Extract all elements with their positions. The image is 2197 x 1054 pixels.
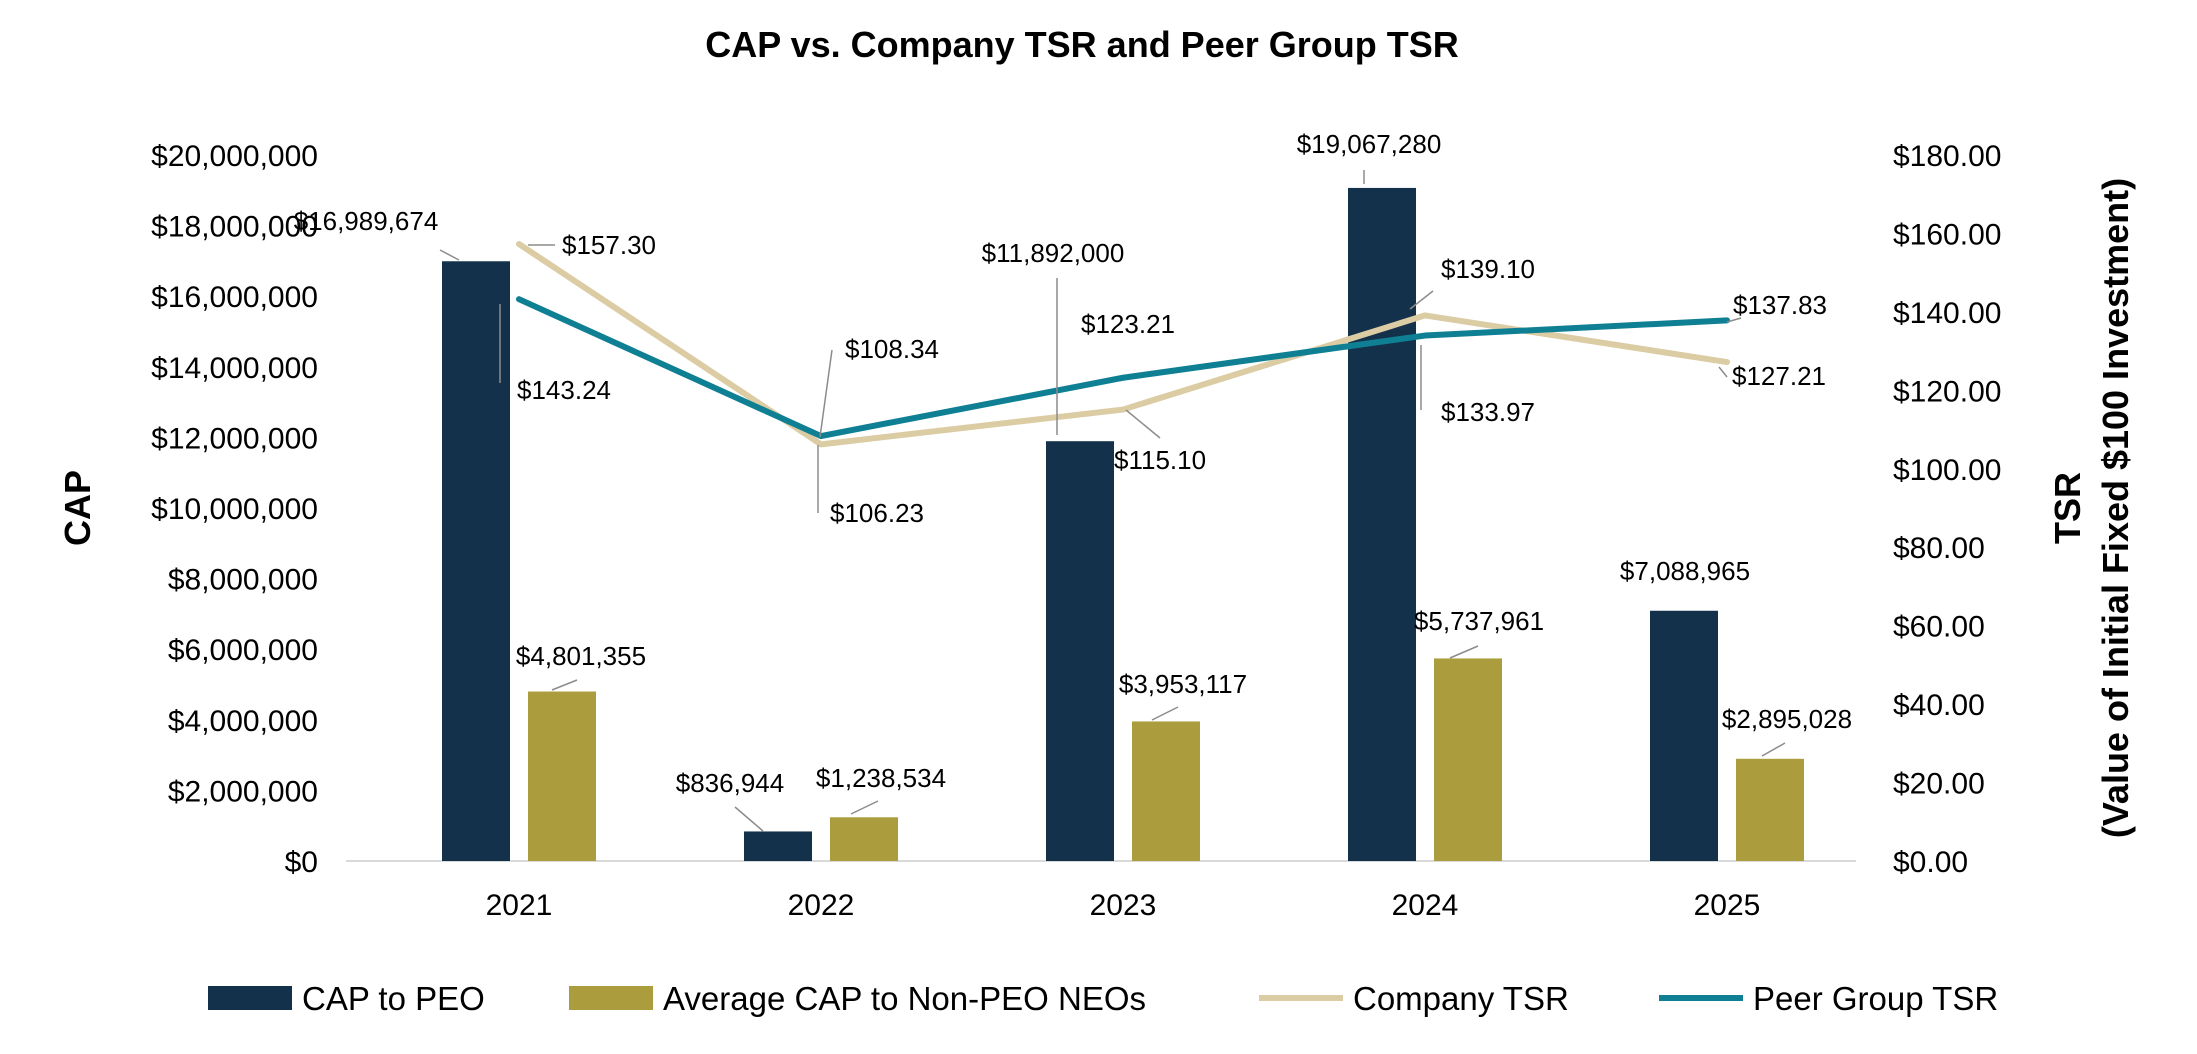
data-label-company-tsr: $106.23: [830, 498, 924, 528]
leader-line: [1718, 366, 1728, 378]
bar-cap-to-peo: [1348, 187, 1416, 861]
left-tick-label: $8,000,000: [168, 564, 318, 597]
leader-line: [1761, 742, 1786, 757]
category-labels: 2021 2022 2023 2024 2025: [486, 889, 1761, 922]
bar-avg-cap-non-peo: [1736, 758, 1804, 861]
legend-label: Company TSR: [1353, 980, 1569, 1017]
left-tick-label: $18,000,000: [151, 211, 318, 244]
right-tick-label: $60.00: [1893, 611, 1985, 644]
leader-line: [1449, 645, 1479, 659]
right-tick-label: $20.00: [1893, 768, 1985, 801]
bar-avg-cap-non-peo: [1434, 658, 1502, 861]
right-axis-title-line1: TSR: [2047, 472, 2088, 544]
left-tick-label: $16,000,000: [151, 281, 318, 314]
data-label-avg-cap-non-peo: $5,737,961: [1414, 606, 1544, 636]
chart-title: CAP vs. Company TSR and Peer Group TSR: [705, 24, 1459, 65]
left-tick-label: $10,000,000: [151, 493, 318, 526]
data-label-peer-group-tsr: $108.34: [845, 334, 939, 364]
data-label-avg-cap-non-peo: $1,238,534: [816, 763, 946, 793]
data-label-cap-to-peo: $19,067,280: [1297, 129, 1442, 159]
right-axis-ticks: $0.00 $20.00 $40.00 $60.00 $80.00 $100.00 $120…: [1893, 140, 2001, 879]
category-label: 2025: [1694, 889, 1761, 922]
right-tick-label: $100.00: [1893, 454, 2001, 487]
data-label-peer-group-tsr: $133.97: [1441, 397, 1535, 427]
right-axis-title-line2: (Value of Initial Fixed $100 Investment): [2095, 178, 2136, 838]
left-tick-label: $20,000,000: [151, 140, 318, 173]
bar-cap-to-peo: [744, 831, 812, 861]
right-tick-label: $160.00: [1893, 218, 2001, 251]
leader-line: [439, 249, 460, 261]
legend-swatch: [208, 986, 292, 1010]
data-label-company-tsr: $157.30: [562, 230, 656, 260]
legend-label: Average CAP to Non-PEO NEOs: [663, 980, 1146, 1017]
bars: [442, 187, 1804, 861]
left-tick-label: $2,000,000: [168, 775, 318, 808]
category-label: 2022: [788, 889, 855, 922]
leader-line: [1151, 706, 1179, 721]
bar-avg-cap-non-peo: [830, 817, 898, 861]
legend-peer-group-tsr: Peer Group TSR: [1659, 980, 1998, 1017]
bar-cap-to-peo: [1650, 610, 1718, 861]
bar-cap-to-peo: [442, 261, 510, 861]
data-label-peer-group-tsr: $123.21: [1081, 309, 1175, 339]
bar-avg-cap-non-peo: [1132, 721, 1200, 861]
bar-cap-to-peo: [1046, 441, 1114, 861]
right-tick-label: $80.00: [1893, 532, 1985, 565]
left-tick-label: $6,000,000: [168, 634, 318, 667]
tsr-lines: [516, 241, 1730, 448]
line-company-tsr: [516, 241, 1730, 448]
left-axis-title: CAP: [57, 470, 98, 546]
left-tick-label: $14,000,000: [151, 352, 318, 385]
right-tick-label: $140.00: [1893, 297, 2001, 330]
right-tick-label: $0.00: [1893, 846, 1968, 879]
leader-line: [551, 679, 578, 691]
data-label-avg-cap-non-peo: $4,801,355: [516, 641, 646, 671]
right-tick-label: $120.00: [1893, 375, 2001, 408]
data-label-company-tsr: $139.10: [1441, 254, 1535, 284]
leader-line: [734, 806, 764, 832]
data-label-peer-group-tsr: $143.24: [517, 375, 611, 405]
left-tick-label: $12,000,000: [151, 422, 318, 455]
data-label-cap-to-peo: $11,892,000: [982, 238, 1125, 268]
legend-company-tsr: Company TSR: [1259, 980, 1569, 1017]
leader-line: [1409, 290, 1434, 310]
data-label-company-tsr: $127.21: [1732, 361, 1826, 391]
data-labels: $16,989,674 $836,944 $11,892,000 $19,067,28…: [294, 129, 1852, 832]
category-label: 2024: [1392, 889, 1459, 922]
legend-swatch: [569, 986, 653, 1010]
leader-line: [819, 349, 833, 438]
data-label-company-tsr: $115.10: [1114, 445, 1206, 475]
data-label-cap-to-peo: $7,088,965: [1620, 556, 1750, 586]
line-peer-group-tsr: [516, 296, 1730, 440]
right-tick-label: $40.00: [1893, 689, 1985, 722]
legend-avg-cap-non-peo: Average CAP to Non-PEO NEOs: [569, 980, 1146, 1017]
data-label-cap-to-peo: $16,989,674: [294, 206, 439, 236]
legend-label: CAP to PEO: [302, 980, 485, 1017]
legend-label: Peer Group TSR: [1753, 980, 1998, 1017]
left-axis-ticks: $0 $2,000,000 $4,000,000 $6,000,000 $8,000,0…: [151, 140, 318, 879]
legend: CAP to PEO Average CAP to Non-PEO NEOs Com…: [208, 980, 1998, 1017]
category-label: 2023: [1090, 889, 1157, 922]
data-label-avg-cap-non-peo: $2,895,028: [1722, 704, 1852, 734]
data-label-peer-group-tsr: $137.83: [1733, 290, 1827, 320]
data-label-cap-to-peo: $836,944: [676, 768, 784, 798]
leader-line: [1125, 409, 1161, 439]
right-tick-label: $180.00: [1893, 140, 2001, 173]
bar-avg-cap-non-peo: [528, 691, 596, 861]
leader-line: [1726, 317, 1742, 323]
data-label-avg-cap-non-peo: $3,953,117: [1119, 669, 1247, 699]
legend-cap-to-peo: CAP to PEO: [208, 980, 485, 1017]
leader-line: [850, 800, 879, 815]
category-label: 2021: [486, 889, 553, 922]
left-tick-label: $0: [285, 846, 318, 879]
left-tick-label: $4,000,000: [168, 705, 318, 738]
